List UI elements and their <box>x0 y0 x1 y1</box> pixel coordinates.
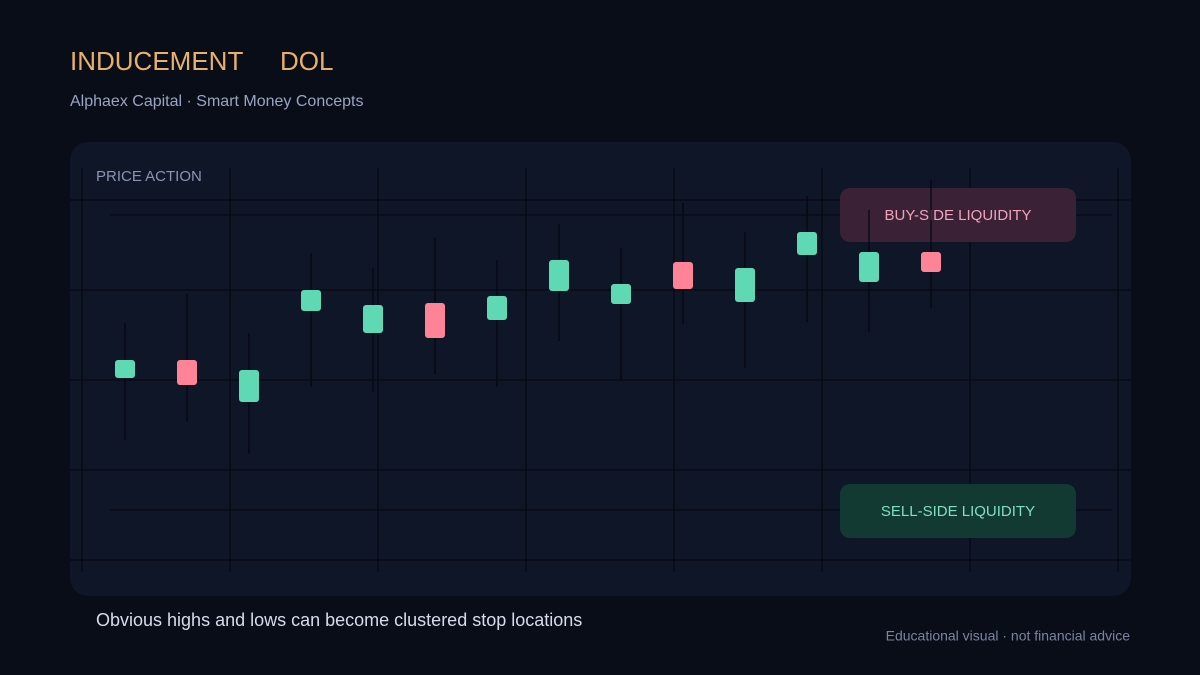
title-part: DOL <box>280 46 333 76</box>
candle-body <box>115 360 135 378</box>
panel-label: PRICE ACTION <box>96 168 202 185</box>
candle-body <box>797 232 817 255</box>
candle-body <box>549 260 569 291</box>
title-part: INDUCEMENT <box>70 46 243 76</box>
liquidity-label: BUY-SIDE LIQUIDITY <box>885 207 1032 224</box>
candle-body <box>735 268 755 302</box>
liquidity-box <box>840 188 1076 242</box>
caption: Obvious highs and lows can become cluste… <box>96 610 582 630</box>
liquidity-label: SELL-SIDE LIQUIDITY <box>881 503 1035 520</box>
subtitle: Alphaex Capital · Smart Money Concepts <box>70 93 363 110</box>
candle-body <box>921 252 941 272</box>
candle-body <box>363 305 383 333</box>
candle-body <box>425 303 445 338</box>
footnote: Educational visual · not financial advic… <box>886 628 1131 644</box>
candle-body <box>177 360 197 385</box>
candle-body <box>301 290 321 311</box>
candle-body <box>859 252 879 282</box>
candle-body <box>611 284 631 304</box>
candle-body <box>239 370 259 402</box>
liquidity-box <box>840 484 1076 538</box>
candle-body <box>673 262 693 289</box>
plot: BUY-SIDE LIQUIDITY SELL-SIDE LIQUIDITY <box>110 180 1112 538</box>
candle-body <box>487 296 507 320</box>
